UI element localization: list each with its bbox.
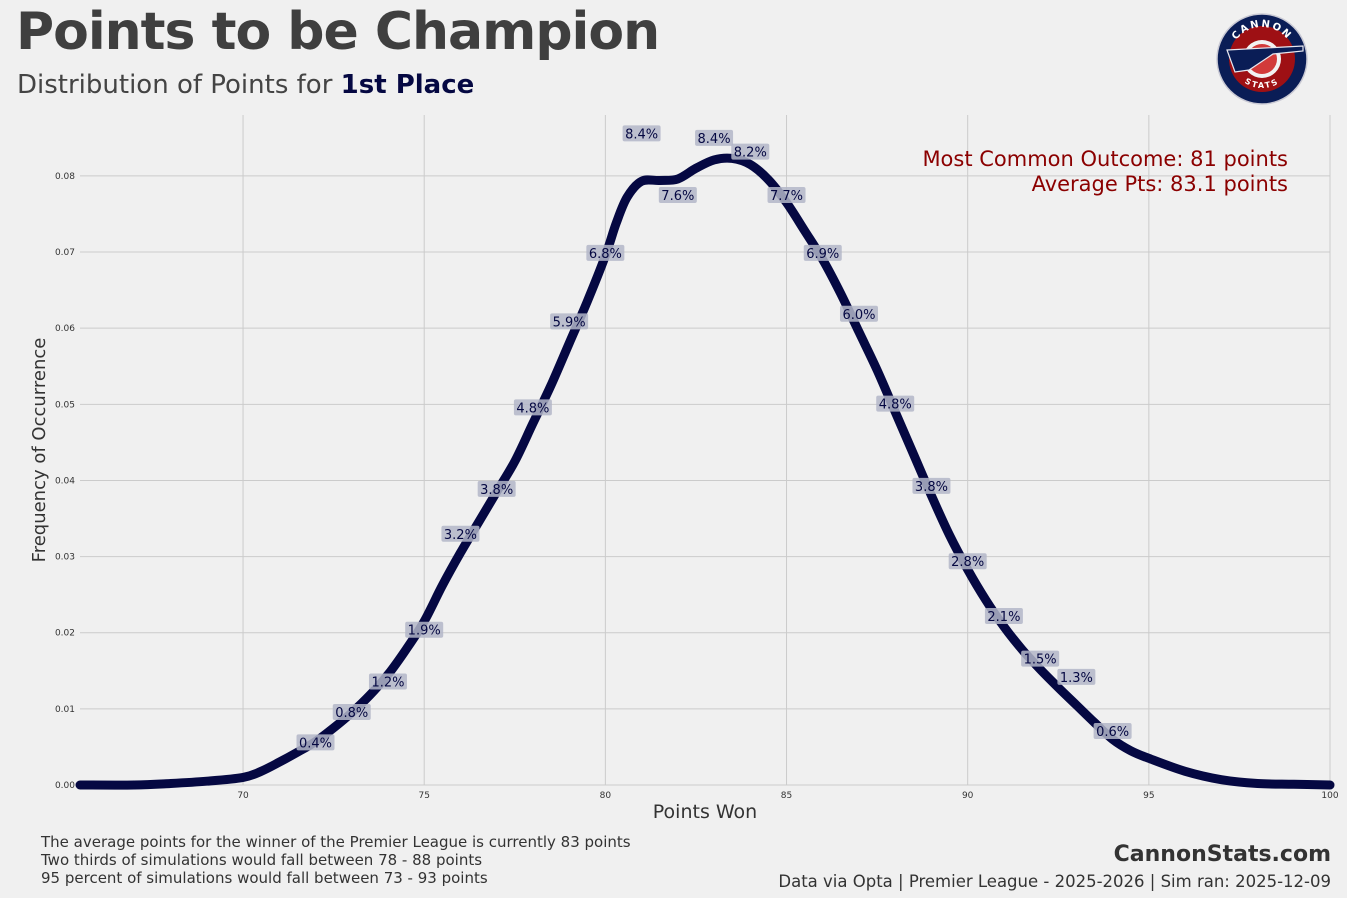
point-label: 2.8% [951,555,984,570]
y-tick-label: 0.02 [55,629,75,639]
point-label-bg [405,621,444,638]
y-tick-label: 0.07 [55,248,75,258]
cannon-stats-logo: CANNON STATS [1216,13,1308,105]
x-tick-label: 85 [781,791,792,801]
point-label-bg [622,125,661,142]
point-labels: 0.4%0.8%1.2% 1.9% 3.2% 3.8% 4.8% 5.9% 6.8% 8.4%… [296,125,1132,751]
brand-text: CannonStats.com [1113,842,1331,867]
source-text: Data via Opta | Premier League - 2025-20… [778,872,1331,891]
x-tick-label: 100 [1321,791,1338,801]
y-tick-label: 0.05 [55,400,75,410]
point-label: 1.2% [371,676,404,691]
average-annotation: Average Pts: 83.1 points [1032,172,1288,196]
point-label-bg [948,553,987,570]
point-label: 4.8% [879,398,912,413]
point-label: 6.8% [589,247,622,262]
point-label: 0.8% [335,706,368,721]
point-label: 8.4% [698,132,731,147]
point-label: 8.4% [625,127,658,142]
grid-lines [80,115,1331,786]
point-label-bg [586,244,625,261]
point-label-bg [767,186,806,203]
subtitle-prefix: Distribution of Points for [17,70,341,100]
point-label-bg [839,305,878,322]
point-label: 6.0% [842,308,875,323]
point-label-bg [1021,650,1060,667]
subtitle-highlight: 1st Place [340,70,475,100]
point-label: 4.8% [516,401,549,416]
page-title: Points to be Champion [16,2,660,62]
y-tick-label: 0.03 [55,553,75,563]
y-tick-label: 0.04 [55,476,75,486]
y-tick-label: 0.00 [55,781,75,791]
x-tick-label: 90 [962,791,974,801]
x-axis-label: Points Won [653,801,757,823]
point-label: 5.9% [553,315,586,330]
point-label: 8.2% [734,146,767,161]
y-tick-label: 0.06 [55,324,75,334]
most-common-annotation: Most Common Outcome: 81 points [922,147,1288,171]
x-tick-label: 75 [418,791,429,801]
x-tick-label: 70 [237,791,249,801]
y-axis-label: Frequency of Occurrence [29,338,50,563]
point-label: 0.6% [1096,725,1129,740]
point-label-bg [1057,668,1096,685]
point-label: 7.6% [661,189,694,204]
point-label-bg [731,143,770,160]
footer-line-1: The average points for the winner of the… [41,833,631,851]
point-label: 1.5% [1024,653,1057,668]
point-label-bg [296,734,335,751]
y-tick-label: 0.01 [55,705,75,715]
point-label-bg [550,313,589,330]
point-label-bg [332,703,371,720]
point-label-bg [658,186,697,203]
y-tick-label: 0.08 [55,172,75,182]
point-label: 3.8% [480,483,513,498]
footer-notes: The average points for the winner of the… [41,833,631,887]
point-label: 3.2% [444,528,477,543]
point-label-bg [513,399,552,416]
point-label-bg [441,525,480,542]
point-label: 7.7% [770,189,803,204]
y-axis-ticks: 0.00 0.01 0.02 0.03 0.04 0.05 0.06 0.07 0.08 [55,172,75,791]
x-tick-label: 80 [600,791,612,801]
point-label: 0.4% [299,736,332,751]
logo-bottom-text: STATS [1243,77,1278,91]
svg-text:STATS: STATS [1243,77,1280,91]
point-label: 3.8% [915,480,948,495]
point-label-bg [984,608,1023,625]
point-label: 1.3% [1060,671,1093,686]
page-subtitle: Distribution of Points for 1st Place [17,70,474,100]
x-tick-label: 95 [1143,791,1154,801]
point-label-bg [1093,722,1132,739]
point-label-bg [368,673,407,690]
point-label-bg [477,480,516,497]
point-label-bg [876,395,915,412]
point-label-bg [695,129,734,146]
point-label-bg [912,477,951,494]
point-label-bg [803,244,842,261]
footer-line-3: 95 percent of simulations would fall bet… [41,869,488,887]
footer-line-2: Two thirds of simulations would fall bet… [41,851,483,869]
point-label: 6.9% [806,247,839,262]
point-label: 2.1% [987,610,1020,625]
point-label: 1.9% [408,624,441,639]
x-axis-ticks: 70 75 80 85 90 95 100 [237,791,1339,801]
